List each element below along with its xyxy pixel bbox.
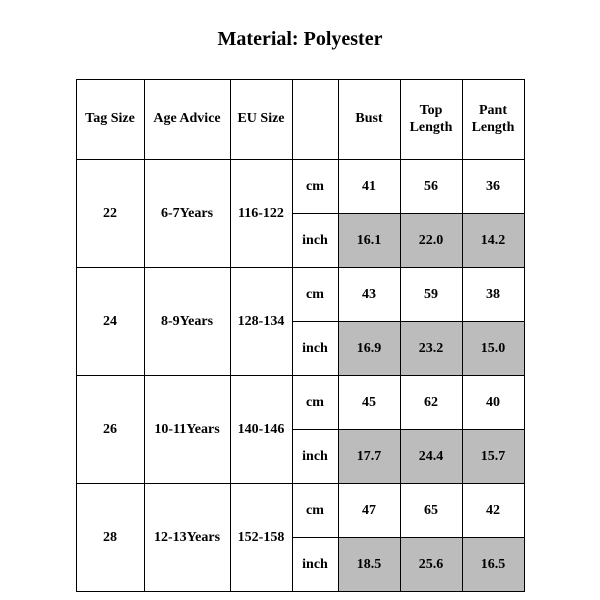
cell-tag: 22 [76, 160, 144, 268]
cell-bust: 17.7 [338, 430, 400, 484]
cell-top: 22.0 [400, 214, 462, 268]
cell-eu: 128-134 [230, 268, 292, 376]
cell-top: 56 [400, 160, 462, 214]
cell-top: 62 [400, 376, 462, 430]
cell-unit-cm: cm [292, 376, 338, 430]
cell-bust: 16.9 [338, 322, 400, 376]
cell-pant: 38 [462, 268, 524, 322]
cell-unit-inch: inch [292, 214, 338, 268]
cell-unit-inch: inch [292, 538, 338, 592]
cell-bust: 41 [338, 160, 400, 214]
table-row: 24 8-9Years 128-134 cm 43 59 38 [76, 268, 524, 322]
cell-top: 25.6 [400, 538, 462, 592]
cell-pant: 16.5 [462, 538, 524, 592]
cell-unit-inch: inch [292, 322, 338, 376]
cell-bust: 45 [338, 376, 400, 430]
header-tag-size: Tag Size [76, 80, 144, 160]
cell-unit-inch: inch [292, 430, 338, 484]
page-title: Material: Polyester [0, 0, 600, 79]
cell-unit-cm: cm [292, 160, 338, 214]
cell-eu: 116-122 [230, 160, 292, 268]
cell-bust: 43 [338, 268, 400, 322]
cell-top: 65 [400, 484, 462, 538]
cell-pant: 36 [462, 160, 524, 214]
header-age-advice: Age Advice [144, 80, 230, 160]
table-header-row: Tag Size Age Advice EU Size Bust Top Len… [76, 80, 524, 160]
cell-age: 6-7Years [144, 160, 230, 268]
cell-eu: 152-158 [230, 484, 292, 592]
cell-age: 12-13Years [144, 484, 230, 592]
header-eu-size: EU Size [230, 80, 292, 160]
cell-top: 24.4 [400, 430, 462, 484]
cell-bust: 16.1 [338, 214, 400, 268]
table-row: 28 12-13Years 152-158 cm 47 65 42 [76, 484, 524, 538]
cell-pant: 15.0 [462, 322, 524, 376]
cell-tag: 28 [76, 484, 144, 592]
cell-tag: 26 [76, 376, 144, 484]
header-bust: Bust [338, 80, 400, 160]
cell-bust: 18.5 [338, 538, 400, 592]
cell-top: 59 [400, 268, 462, 322]
cell-pant: 40 [462, 376, 524, 430]
size-table: Tag Size Age Advice EU Size Bust Top Len… [76, 79, 525, 592]
table-row: 22 6-7Years 116-122 cm 41 56 36 [76, 160, 524, 214]
cell-tag: 24 [76, 268, 144, 376]
cell-age: 8-9Years [144, 268, 230, 376]
header-unit [292, 80, 338, 160]
header-pant-length: Pant Length [462, 80, 524, 160]
cell-age: 10-11Years [144, 376, 230, 484]
cell-pant: 42 [462, 484, 524, 538]
cell-top: 23.2 [400, 322, 462, 376]
cell-eu: 140-146 [230, 376, 292, 484]
cell-bust: 47 [338, 484, 400, 538]
table-row: 26 10-11Years 140-146 cm 45 62 40 [76, 376, 524, 430]
cell-pant: 15.7 [462, 430, 524, 484]
cell-unit-cm: cm [292, 484, 338, 538]
cell-unit-cm: cm [292, 268, 338, 322]
header-top-length: Top Length [400, 80, 462, 160]
cell-pant: 14.2 [462, 214, 524, 268]
